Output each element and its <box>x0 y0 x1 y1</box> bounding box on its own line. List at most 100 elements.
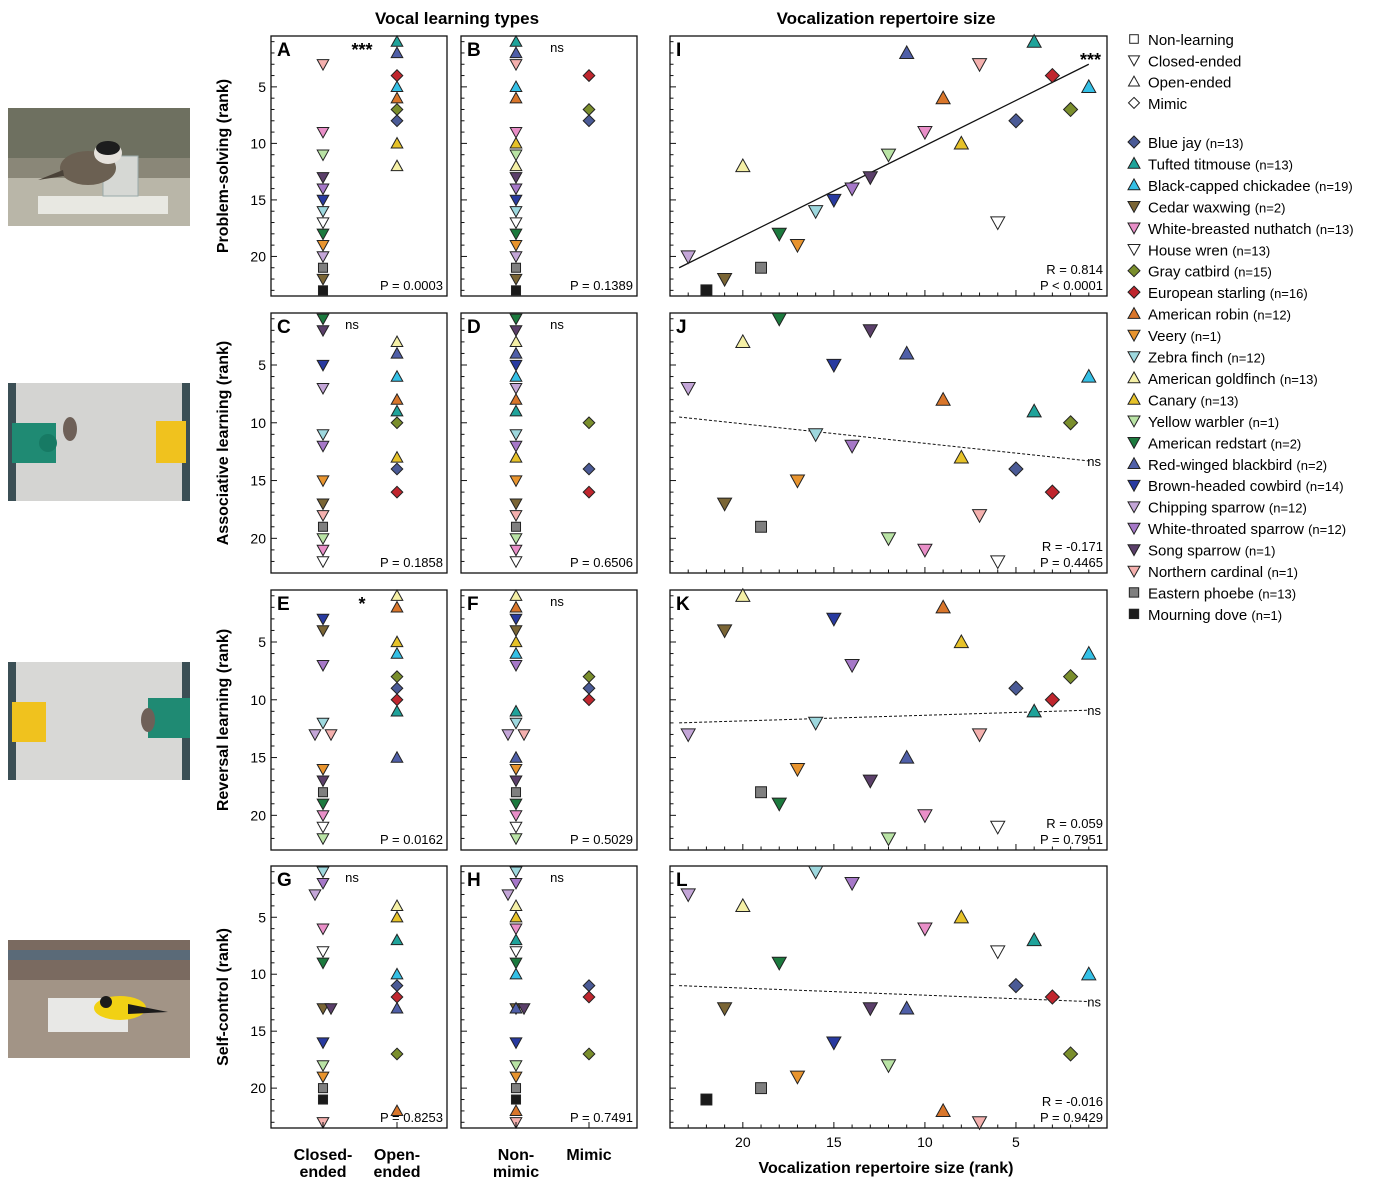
point-zebra-finch <box>509 866 523 879</box>
point-house-wren <box>316 217 330 230</box>
point-american-robin <box>390 600 404 613</box>
mid-significance: ns <box>550 40 564 55</box>
point-black-capped-chickadee <box>1080 966 1097 981</box>
point-black-capped-chickadee <box>390 80 404 93</box>
point-canary <box>953 449 970 464</box>
legend-species-label: House wren (n=13) <box>1148 242 1270 259</box>
point-white-breasted-nuthatch <box>316 810 330 823</box>
mid-panel-frame <box>460 865 638 1129</box>
point-white-breasted-nuthatch <box>316 126 330 139</box>
y-tick-label: 5 <box>258 357 266 373</box>
point-white-breasted-nuthatch <box>509 810 523 823</box>
point-black-capped-chickadee <box>509 80 523 93</box>
point-black-capped-chickadee <box>1080 368 1097 383</box>
right-significance: *** <box>1080 50 1101 70</box>
point-white-breasted-nuthatch <box>509 923 523 936</box>
point-american-robin <box>509 1104 523 1117</box>
point-brown-headed-cowbird <box>509 1037 523 1050</box>
point-american-goldfinch <box>390 335 404 348</box>
y-tick-label: 20 <box>250 1080 266 1096</box>
point-american-robin <box>509 600 523 613</box>
regression-line <box>679 709 1089 724</box>
y-axis-label: Reversal learning (rank) <box>215 629 232 811</box>
right-p-value: P = 0.9429 <box>1040 1110 1103 1125</box>
point-red-winged-blackbird <box>390 346 404 359</box>
point-song-sparrow <box>509 172 523 185</box>
point-european-starling <box>390 990 404 1004</box>
y-tick-label: 10 <box>250 692 266 708</box>
mid-significance: ns <box>550 594 564 609</box>
point-american-redstart <box>771 312 788 327</box>
point-brown-headed-cowbird <box>826 612 842 627</box>
point-veery <box>316 239 330 252</box>
left-column-title: Vocal learning types <box>375 9 539 28</box>
point-yellow-warbler <box>880 148 897 163</box>
point-brown-headed-cowbird <box>826 358 842 374</box>
point-european-starling <box>1044 484 1061 500</box>
point-white-breasted-nuthatch <box>917 125 933 141</box>
point-house-wren <box>989 216 1006 231</box>
point-veery <box>509 475 523 488</box>
point-zebra-finch <box>316 429 330 442</box>
right-significance: ns <box>1087 703 1101 718</box>
point-american-goldfinch <box>734 157 751 173</box>
panel-letter: E <box>277 594 290 615</box>
point-mourning-dove <box>510 1094 522 1105</box>
point-white-throated-sparrow <box>316 659 330 672</box>
point-brown-headed-cowbird <box>316 1037 330 1050</box>
point-american-redstart <box>509 798 523 811</box>
x-category-mimic: Mimic <box>566 1147 611 1164</box>
y-tick-label: 5 <box>258 79 266 95</box>
point-red-winged-blackbird <box>898 345 915 360</box>
legend-type-label: Mimic <box>1148 96 1188 113</box>
point-house-wren <box>509 556 523 569</box>
point-veery <box>509 1071 523 1084</box>
point-tufted-titmouse <box>1026 932 1043 947</box>
point-cedar-waxwing <box>509 625 523 638</box>
point-black-capped-chickadee <box>390 369 404 382</box>
point-yellow-warbler <box>316 1060 330 1073</box>
panel-letter: G <box>277 870 292 891</box>
point-red-winged-blackbird <box>390 1001 404 1014</box>
point-black-capped-chickadee <box>1080 645 1097 660</box>
mid-panel-frame <box>460 35 638 297</box>
point-cedar-waxwing <box>509 498 523 511</box>
point-song-sparrow <box>862 324 879 339</box>
point-american-goldfinch <box>734 333 751 348</box>
legend-white-breasted-nuthatch-icon <box>1127 222 1141 235</box>
mid-p-value: P = 0.5029 <box>570 832 633 847</box>
point-european-starling <box>1044 989 1061 1005</box>
point-brown-headed-cowbird <box>826 193 842 208</box>
point-gray-catbird <box>582 416 596 430</box>
legend-species-label: American goldfinch (n=13) <box>1148 371 1318 388</box>
point-yellow-warbler <box>316 833 330 846</box>
legend-species-label: Eastern phoebe (n=13) <box>1148 585 1296 602</box>
point-northern-cardinal <box>971 728 988 743</box>
right-p-value: P = 0.4465 <box>1040 555 1103 570</box>
point-european-starling <box>390 485 404 499</box>
point-gray-catbird <box>582 670 596 684</box>
point-veery <box>789 1070 806 1085</box>
point-eastern-phoebe <box>510 787 522 798</box>
point-brown-headed-cowbird <box>826 1036 842 1051</box>
point-american-robin <box>935 391 951 406</box>
panel-letter: J <box>676 317 687 338</box>
row-2: 5 10 15 20 Associative learning (rank) C D Jns n… <box>215 312 1108 574</box>
point-american-redstart <box>316 798 330 811</box>
point-cedar-waxwing <box>716 272 733 288</box>
point-canary <box>509 136 523 149</box>
point-eastern-phoebe <box>755 1082 768 1095</box>
point-gray-catbird <box>1062 415 1079 431</box>
photo-associative-learning <box>8 383 190 501</box>
point-canary <box>509 910 523 923</box>
point-zebra-finch <box>807 205 824 220</box>
point-song-sparrow <box>862 774 879 789</box>
left-significance: * <box>358 594 365 614</box>
point-blue-jay <box>1008 977 1024 994</box>
point-gray-catbird <box>390 102 404 116</box>
point-blue-jay <box>390 114 404 128</box>
legend-type-open-ended-icon <box>1127 75 1141 87</box>
left-panel-frame <box>270 589 448 851</box>
right-p-value: P = 0.7951 <box>1040 832 1103 847</box>
panel-letter: A <box>277 40 291 61</box>
